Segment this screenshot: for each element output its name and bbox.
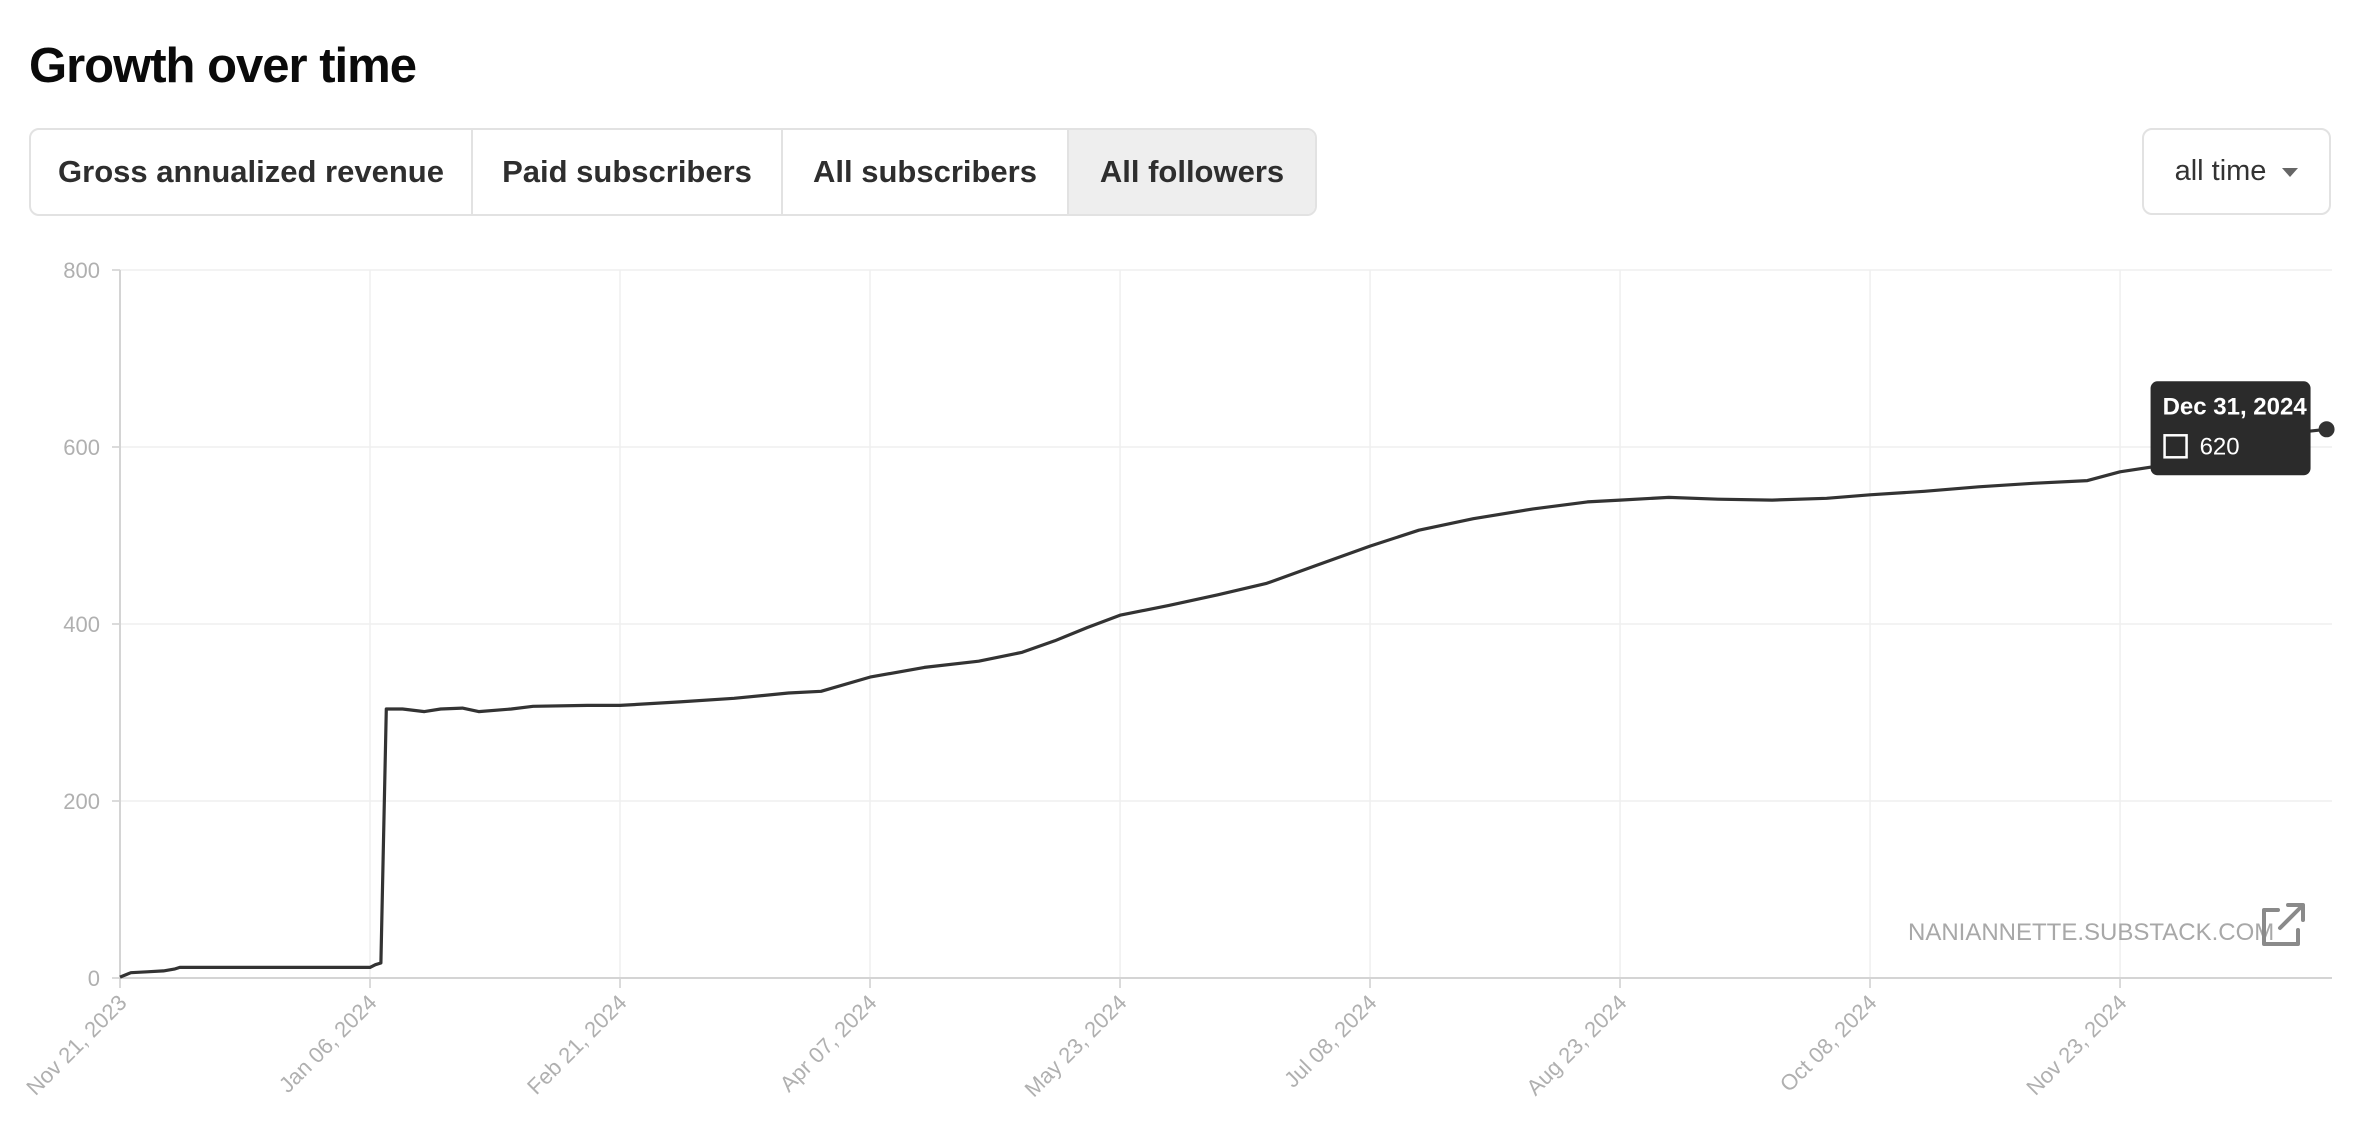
y-axis-labels: 0 200 400 600 800: [63, 258, 100, 991]
x-tick-label: Oct 08, 2024: [1775, 990, 1882, 1097]
tooltip-background: [2150, 381, 2311, 476]
x-tick-label: May 23, 2024: [1020, 990, 1132, 1102]
tooltip: Dec 31, 2024 620: [2150, 381, 2311, 476]
caret-down-icon: [2282, 168, 2299, 177]
tab-gross-annualized-revenue[interactable]: Gross annualized revenue: [31, 130, 473, 214]
y-tick-label: 600: [63, 435, 100, 460]
tooltip-date: Dec 31, 2024: [2163, 393, 2308, 420]
series-line: [119, 427, 2327, 979]
x-tick-label: Nov 23, 2024: [2021, 990, 2131, 1100]
y-tick-label: 800: [63, 258, 100, 283]
x-tick-label: Aug 23, 2024: [1521, 990, 1631, 1100]
time-range-value: all time: [2174, 155, 2267, 187]
tab-all-subscribers[interactable]: All subscribers: [783, 130, 1069, 214]
y-tick-label: 0: [88, 966, 100, 991]
page-title: Growth over time: [29, 39, 417, 93]
metric-tabs: Gross annualized revenue Paid subscriber…: [29, 128, 1317, 216]
x-tick-label: Apr 07, 2024: [775, 990, 882, 1097]
x-tick-label: Jul 08, 2024: [1279, 990, 1381, 1092]
watermark-link[interactable]: NANIANNETTE.SUBSTACK.COM: [1908, 903, 2305, 946]
y-tick-label: 200: [63, 789, 100, 814]
x-tick-label: Jan 06, 2024: [274, 990, 382, 1098]
growth-chart: 0 200 400 600 800 Nov 21, 2023 Jan 06, 2024 Fe…: [21, 258, 2335, 1102]
hover-point: [2318, 421, 2335, 438]
tab-all-followers[interactable]: All followers: [1069, 130, 1315, 214]
time-range-select[interactable]: all time: [2142, 128, 2331, 215]
watermark-text: NANIANNETTE.SUBSTACK.COM: [1908, 919, 2274, 946]
external-link-icon[interactable]: [2262, 903, 2305, 946]
x-tick-label: Nov 21, 2023: [21, 990, 131, 1100]
tab-paid-subscribers[interactable]: Paid subscribers: [473, 130, 783, 214]
chart-grid: [120, 269, 2332, 978]
chart-axes: [112, 269, 2332, 988]
tooltip-value: 620: [2200, 433, 2240, 460]
x-axis-labels: Nov 21, 2023 Jan 06, 2024 Feb 21, 2024 Apr …: [21, 990, 2131, 1102]
tooltip-series-swatch: [2163, 434, 2188, 459]
x-tick-label: Feb 21, 2024: [522, 990, 631, 1099]
y-tick-label: 400: [63, 612, 100, 637]
